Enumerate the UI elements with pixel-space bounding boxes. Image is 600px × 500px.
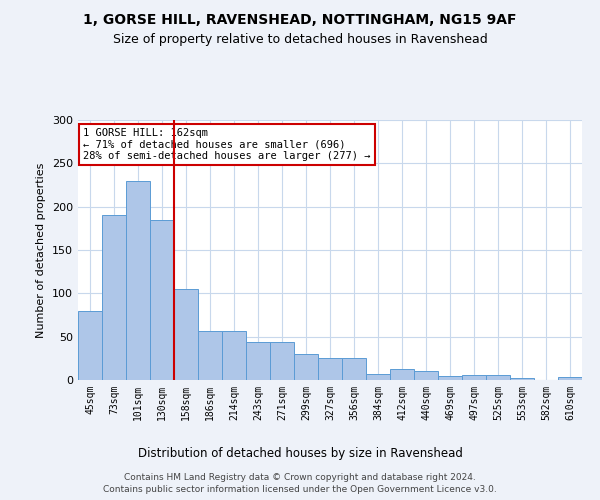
Bar <box>390 368 414 380</box>
Bar <box>462 375 486 380</box>
Text: Distribution of detached houses by size in Ravenshead: Distribution of detached houses by size … <box>137 448 463 460</box>
Bar <box>294 354 318 380</box>
Bar <box>222 330 246 380</box>
Bar <box>126 180 150 380</box>
Bar <box>246 342 270 380</box>
Bar <box>438 376 462 380</box>
Bar <box>174 289 198 380</box>
Bar <box>414 372 438 380</box>
Bar <box>318 358 342 380</box>
Y-axis label: Number of detached properties: Number of detached properties <box>37 162 46 338</box>
Bar <box>102 216 126 380</box>
Text: Contains HM Land Registry data © Crown copyright and database right 2024.
Contai: Contains HM Land Registry data © Crown c… <box>103 472 497 494</box>
Text: 1 GORSE HILL: 162sqm
← 71% of detached houses are smaller (696)
28% of semi-deta: 1 GORSE HILL: 162sqm ← 71% of detached h… <box>83 128 371 161</box>
Bar <box>366 374 390 380</box>
Bar <box>486 375 510 380</box>
Bar <box>198 330 222 380</box>
Bar <box>342 358 366 380</box>
Bar <box>558 378 582 380</box>
Text: Size of property relative to detached houses in Ravenshead: Size of property relative to detached ho… <box>113 32 487 46</box>
Bar <box>78 310 102 380</box>
Bar <box>150 220 174 380</box>
Text: 1, GORSE HILL, RAVENSHEAD, NOTTINGHAM, NG15 9AF: 1, GORSE HILL, RAVENSHEAD, NOTTINGHAM, N… <box>83 12 517 26</box>
Bar <box>270 342 294 380</box>
Bar <box>510 378 534 380</box>
